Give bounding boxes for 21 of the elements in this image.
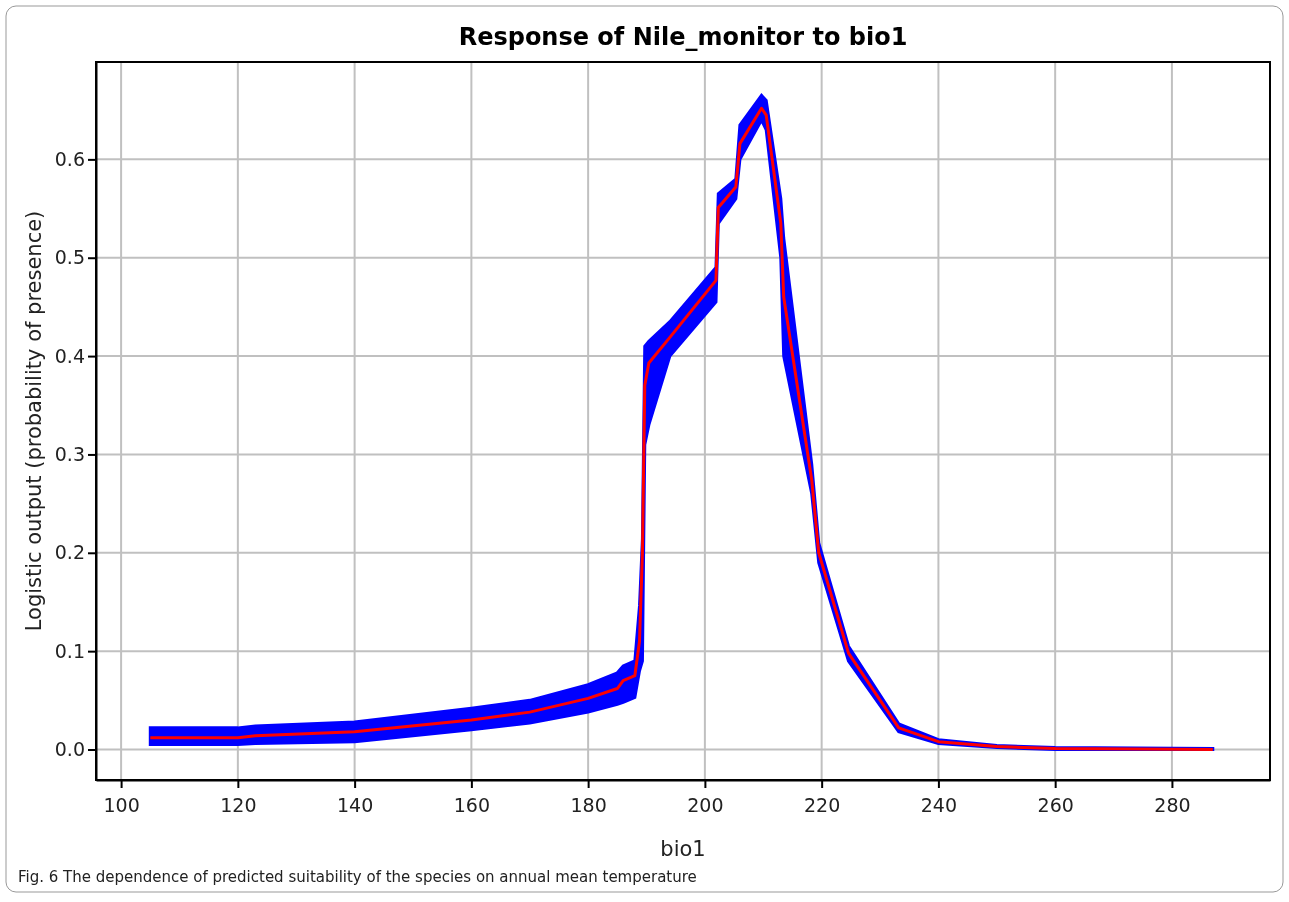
x-axis-title: bio1 (660, 837, 706, 861)
x-tick-label: 160 (453, 793, 491, 816)
x-tick-label: 240 (920, 793, 958, 816)
x-tick-label: 140 (336, 793, 374, 816)
x-tick-label: 120 (220, 793, 257, 816)
x-tick-label: 100 (103, 793, 140, 816)
x-tick-label: 180 (570, 793, 607, 816)
y-tick-label: 0.5 (54, 246, 85, 269)
y-tick-label: 0.4 (54, 344, 85, 367)
y-tick-label: 0.0 (54, 738, 85, 761)
x-tick-label: 220 (804, 793, 841, 816)
x-tick-label: 280 (1154, 793, 1191, 816)
y-tick-label: 0.1 (54, 639, 85, 662)
y-tick-label: 0.6 (54, 147, 85, 170)
caption: Fig. 6 The dependence of predicted suitability of the species on annual mean temperature (18, 868, 697, 886)
x-tick-label: 260 (1037, 793, 1074, 816)
y-axis-title: Logistic output (probability of presence) (22, 210, 46, 632)
y-tick-label: 0.2 (54, 541, 85, 564)
chart-title: Response of Nile_monitor to bio1 (458, 23, 908, 51)
y-tick-label: 0.3 (54, 443, 85, 466)
x-tick-label: 200 (687, 793, 724, 816)
